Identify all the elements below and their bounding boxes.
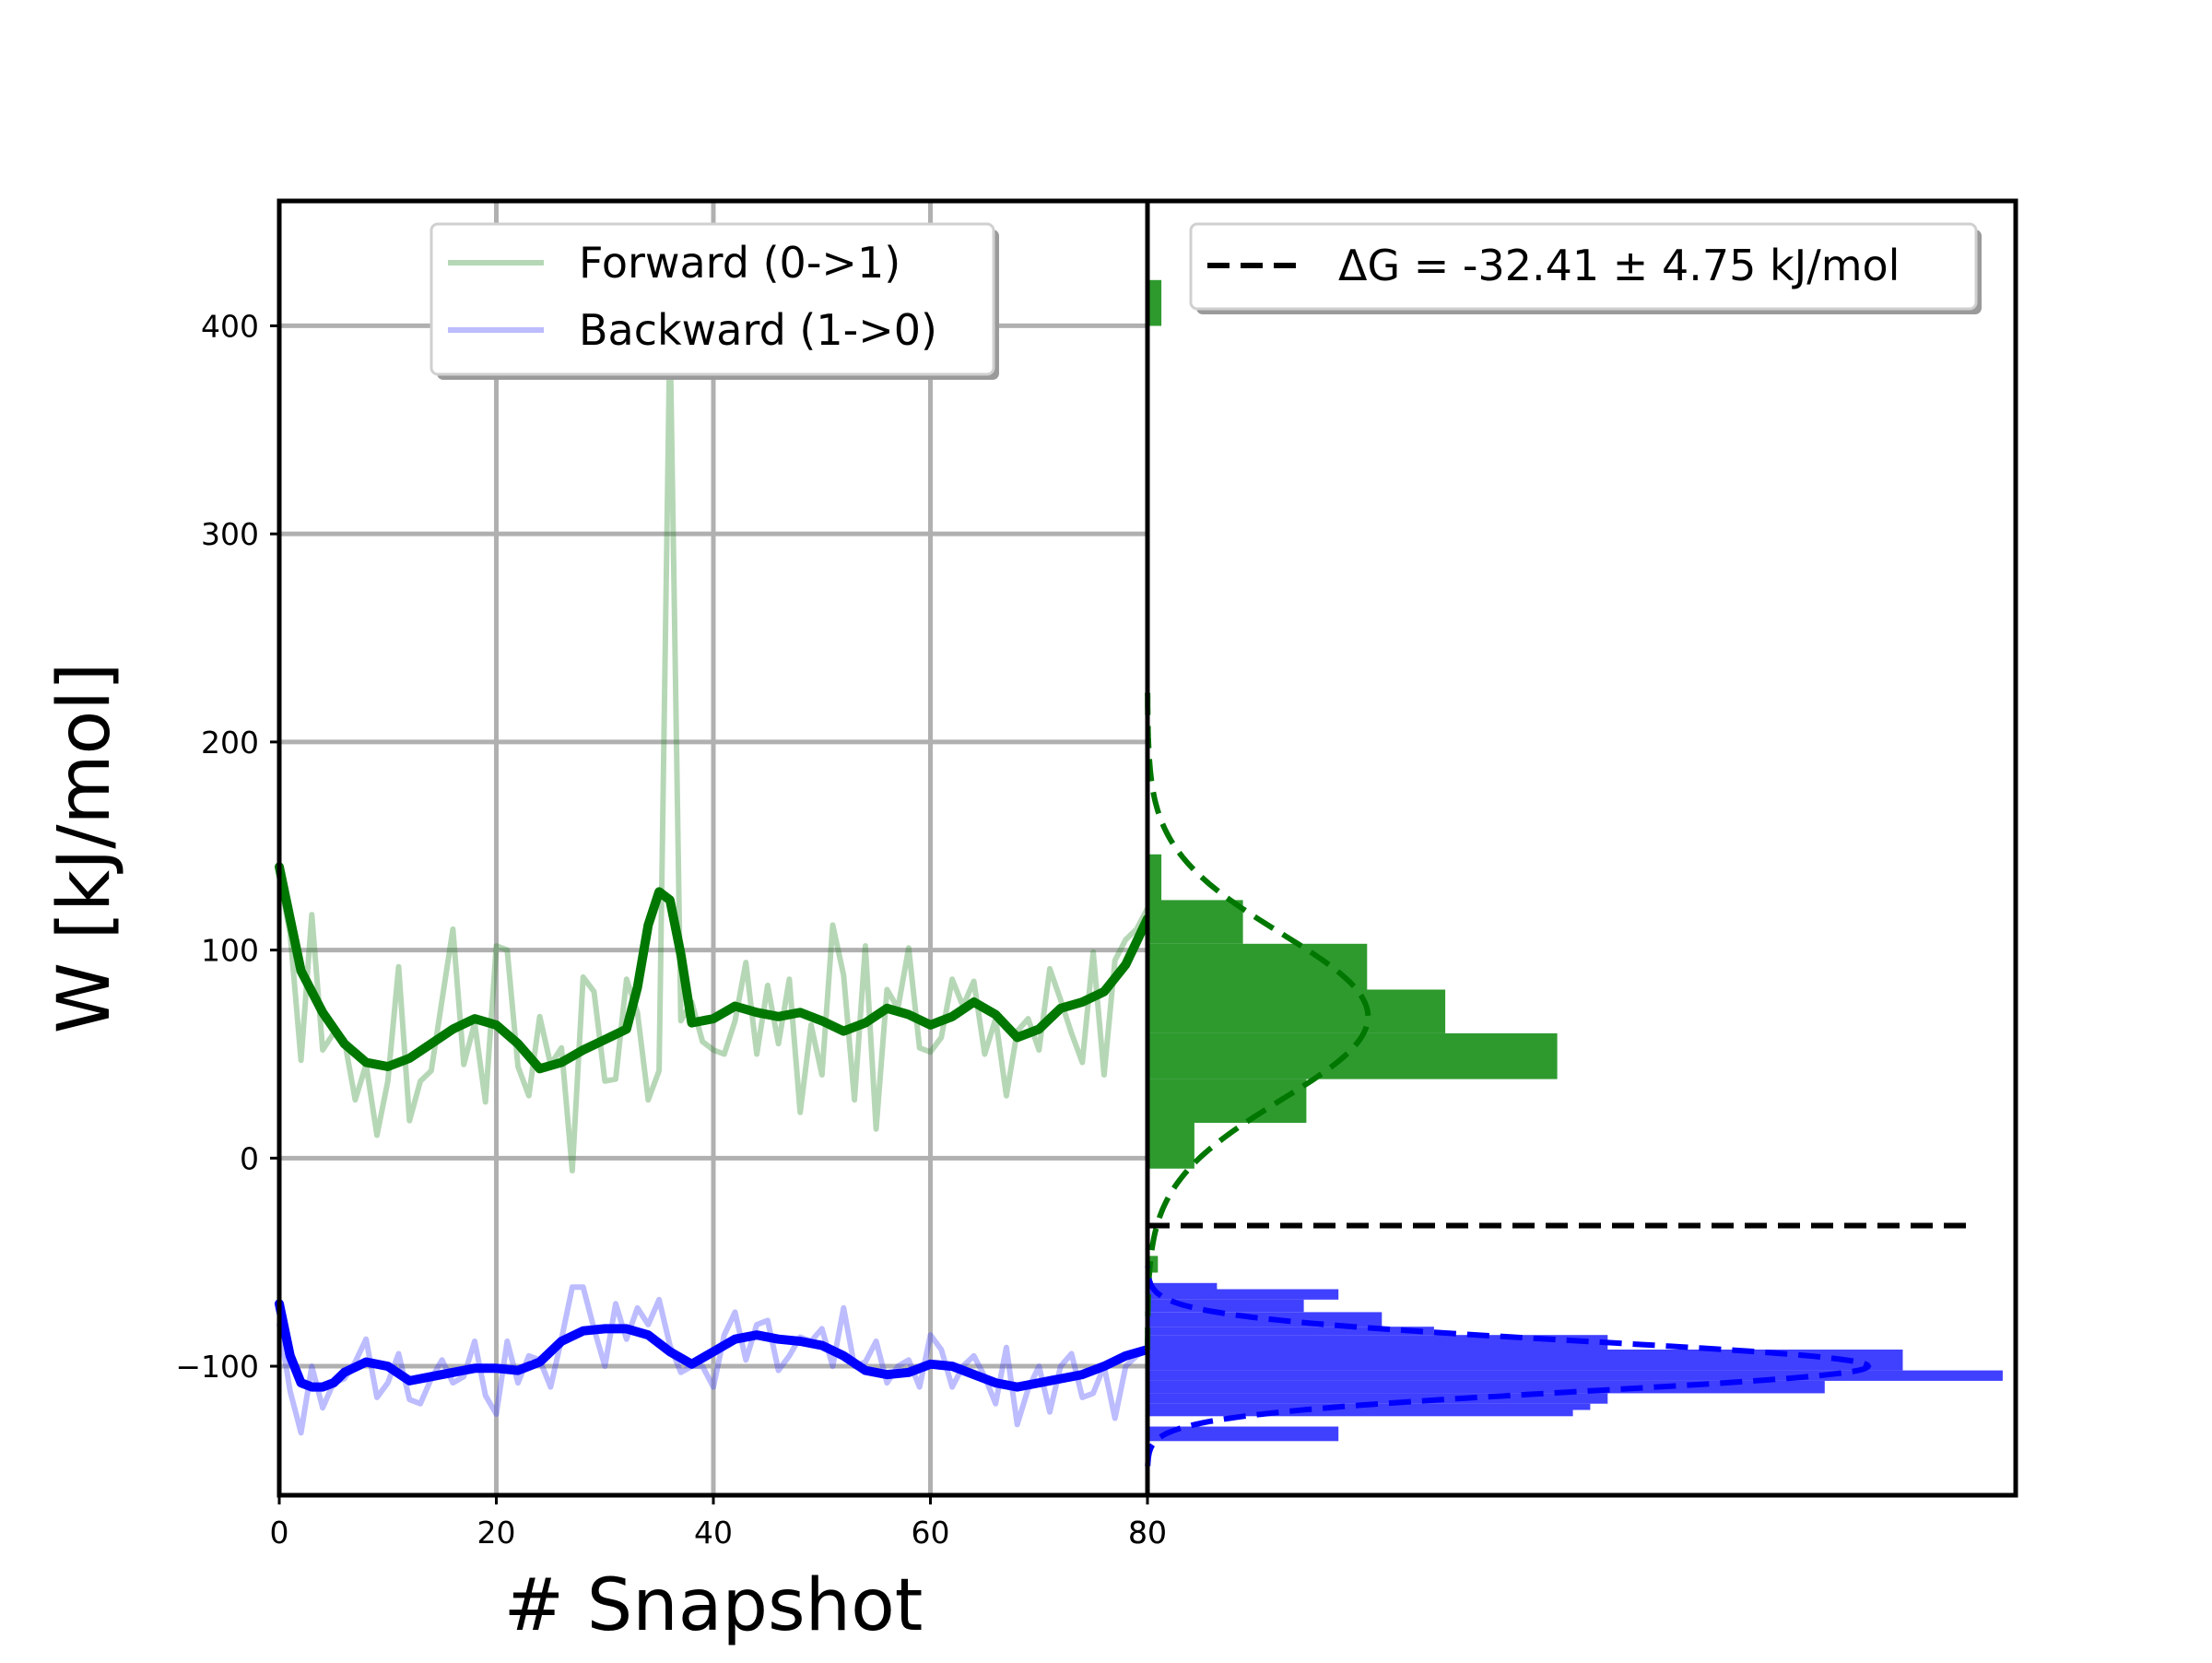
y-tick-label: −100 xyxy=(175,1349,259,1385)
histogram-bar-forward xyxy=(1147,989,1446,1033)
histogram-bar-backward xyxy=(1147,1299,1304,1313)
histogram-bar-backward xyxy=(1147,1358,1903,1371)
histogram-bar-forward xyxy=(1147,279,1162,326)
histogram-bar-backward xyxy=(1147,1350,1903,1358)
histogram-bar-backward xyxy=(1147,1380,1825,1394)
histogram-bar-backward xyxy=(1147,1335,1608,1350)
histogram-bar-forward xyxy=(1147,1123,1194,1169)
histogram-bar-forward xyxy=(1147,1032,1558,1079)
histogram-bar-forward xyxy=(1147,943,1368,990)
histogram-bar-backward xyxy=(1147,1282,1218,1290)
legend-box xyxy=(1189,222,1978,311)
work-histogram-plot: 80 xyxy=(1128,198,2018,1551)
grid xyxy=(279,201,1147,1495)
x-axis-label: # Snapshot xyxy=(504,1564,924,1647)
y-axis-label: W [kJ/mol] xyxy=(43,663,126,1034)
x-tick-label: 80 xyxy=(1128,1515,1167,1551)
legend-box xyxy=(429,222,995,376)
y-tick-label: 100 xyxy=(201,933,259,969)
x-ticks: 0 20 40 60 80 xyxy=(270,1495,1167,1551)
x-tick-label: 20 xyxy=(477,1515,516,1551)
legend-label-forward: Forward (0->1) xyxy=(579,238,900,288)
y-ticks: −100 0 100 200 300 400 xyxy=(175,308,279,1385)
gaussian-fits xyxy=(1145,683,1872,1467)
series-legend: Forward (0->1) Backward (1->0) xyxy=(429,222,999,380)
histogram-bars xyxy=(1147,279,2003,1442)
histogram-bar-forward xyxy=(1147,900,1243,944)
y-tick-label: 300 xyxy=(201,516,259,552)
right-plot-frame xyxy=(1145,198,2018,1498)
x-tick-label: 40 xyxy=(694,1515,733,1551)
histogram-bar-backward xyxy=(1147,1289,1339,1300)
series-line-forward xyxy=(276,323,1150,1174)
histogram-bar-backward xyxy=(1147,1409,1573,1417)
y-tick-label: 200 xyxy=(201,725,259,761)
legend-label-delta-g: ΔG = -32.41 ± 4.75 kJ/mol xyxy=(1338,241,1900,290)
histogram-bar-backward xyxy=(1147,1327,1434,1336)
series-lines xyxy=(275,323,1152,1436)
fit-curve-forward xyxy=(1145,683,1371,1350)
x-tick-label: 0 xyxy=(270,1515,289,1551)
right-x-tick-label: 80 xyxy=(1128,1515,1167,1551)
y-tick-label: 0 xyxy=(240,1140,259,1176)
smoothed-line-backward xyxy=(275,1299,1152,1392)
series-line-backward xyxy=(276,1284,1150,1436)
x-tick-label: 60 xyxy=(912,1515,950,1551)
histogram-bar-backward xyxy=(1147,1393,1608,1404)
histogram-bar-forward xyxy=(1147,854,1162,901)
histogram-bar-backward xyxy=(1147,1426,1339,1442)
histogram-bar-backward xyxy=(1147,1370,2003,1381)
legend-label-backward: Backward (1->0) xyxy=(579,305,937,355)
y-tick-label: 400 xyxy=(201,308,259,344)
smoothed-line-forward xyxy=(275,862,1152,1074)
delta-g-legend: ΔG = -32.41 ± 4.75 kJ/mol xyxy=(1189,222,1982,314)
fit-curve-backward xyxy=(1145,1266,1872,1467)
work-trace-plot: 0 20 40 60 80 −100 0 100 200 300 400 xyxy=(175,198,1167,1551)
